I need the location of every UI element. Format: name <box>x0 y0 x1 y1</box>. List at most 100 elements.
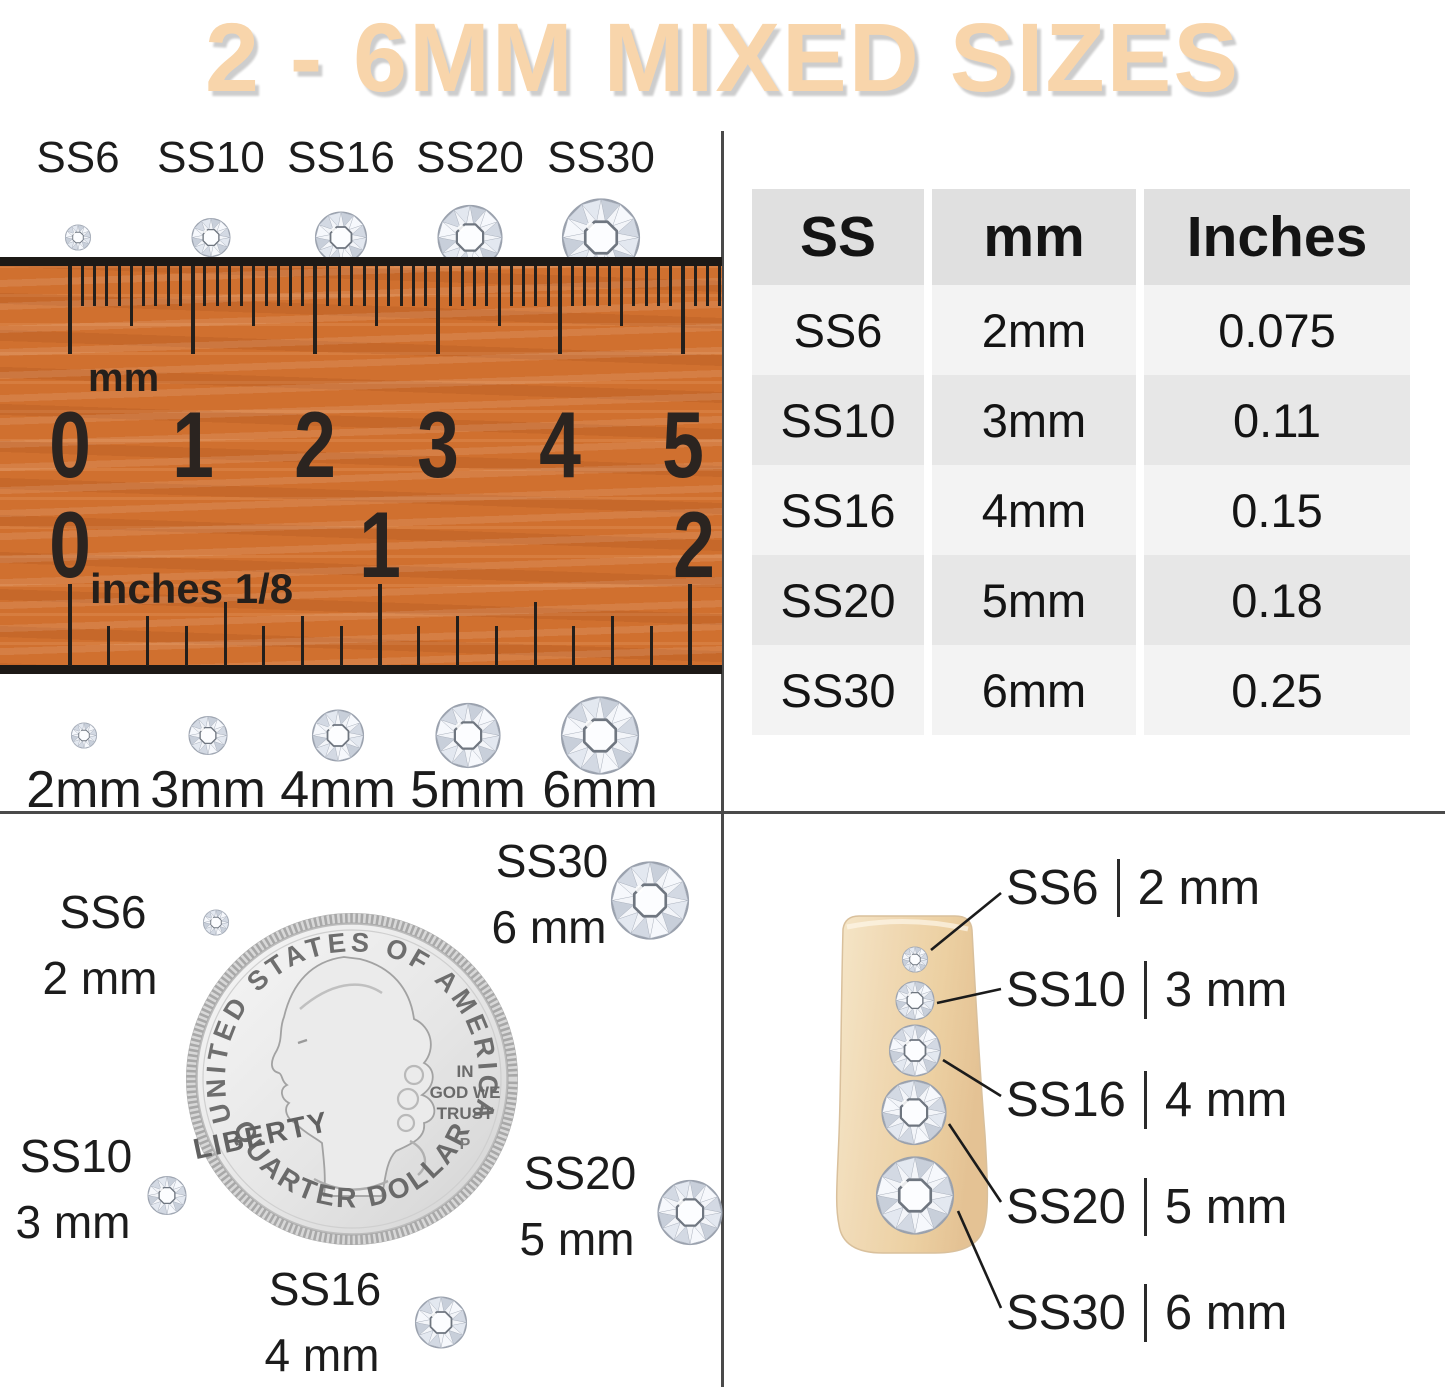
ruler-tick-mm <box>632 266 636 306</box>
nail-label-mm: 4 mm <box>1164 1073 1288 1127</box>
stone-facet <box>665 900 689 920</box>
ruler-tick-mm <box>435 266 440 354</box>
stone-facet <box>881 1206 904 1229</box>
stone-facet <box>615 735 639 755</box>
stone-facet <box>157 1203 168 1215</box>
stone-facet <box>562 218 586 238</box>
stone-facet <box>600 199 621 222</box>
stone-facet <box>166 1203 177 1215</box>
table-header-cell: SS <box>752 189 924 285</box>
rhinestone-ss30 <box>561 198 641 283</box>
coin-motto-1: IN <box>457 1062 474 1081</box>
stone-facet <box>415 1309 431 1323</box>
stone-facet <box>699 1221 718 1241</box>
stone-facet <box>340 211 355 228</box>
stone-facet <box>427 1296 442 1313</box>
hair-curl <box>396 1087 420 1111</box>
label-divider-bar <box>1143 961 1147 1019</box>
stone-facet <box>467 748 485 768</box>
stone-facet <box>611 702 634 725</box>
stone-facet <box>566 746 589 769</box>
ruler-mm-unit-label: mm <box>88 356 160 400</box>
stone-facet <box>882 1096 902 1113</box>
stone-facet <box>903 963 912 971</box>
ruler-tick-mm <box>215 266 219 306</box>
stone-facet <box>599 751 620 774</box>
stone-facet <box>83 740 91 749</box>
stone-facet <box>207 716 218 728</box>
rhinestone-ss30 <box>610 861 690 946</box>
coin-reeding <box>186 913 518 1245</box>
ruler-tick-inch <box>301 616 304 666</box>
stone-facet <box>220 915 229 923</box>
stone-facet <box>923 1121 942 1141</box>
stone-facet <box>895 990 908 1001</box>
ruler-tick-mm <box>105 266 109 306</box>
stone-facet <box>191 227 204 238</box>
stone-facet <box>191 237 204 248</box>
stone-facet <box>902 959 911 967</box>
ruler-tick-mm <box>264 266 268 306</box>
nail-label-ss: SS20 <box>1006 1180 1126 1234</box>
coin-ss-label: SS10 <box>19 1130 133 1182</box>
ruler-tick-mm <box>399 266 403 306</box>
stone-facet <box>315 742 331 758</box>
stone-facet <box>914 1157 935 1180</box>
ruler-tick-mm <box>644 266 648 306</box>
rhinestone-ss10 <box>190 217 232 264</box>
ruler-inch-number: 1 <box>359 492 401 597</box>
stone-facet <box>440 744 459 764</box>
stone-facet <box>207 743 218 755</box>
nail-rhinestone-ss16 <box>888 1024 942 1077</box>
nail-label-ss: SS10 <box>1006 963 1126 1017</box>
nail-label-mm: 2 mm <box>1137 861 1261 915</box>
stone-facet <box>318 244 334 260</box>
stone-highlight <box>73 232 76 235</box>
coin-motto-2: GOD WE <box>430 1083 501 1102</box>
stone-facet <box>922 1057 938 1073</box>
stone-facet <box>87 724 96 732</box>
stone-facet <box>480 735 500 752</box>
stone-facet <box>174 1195 187 1206</box>
stone-facet <box>83 722 91 731</box>
stone-facet <box>215 725 228 736</box>
stone-facet <box>926 1206 949 1229</box>
table-cell: SS16 <box>752 465 924 555</box>
rhinestone-ss6 <box>64 224 92 251</box>
rhinestone-ss20 <box>657 1179 723 1246</box>
ruler-tick-mm <box>80 266 84 306</box>
stone-facet <box>567 204 590 227</box>
stone-facet <box>172 1200 184 1213</box>
stone-facet <box>66 241 75 249</box>
stone-highlight <box>586 222 595 230</box>
stone-facet <box>220 922 229 930</box>
stone-facet <box>438 221 458 238</box>
stone-table-facet <box>632 883 668 918</box>
stone-facet <box>203 922 212 930</box>
stone-table-facet <box>582 718 618 753</box>
table-cell: 0.18 <box>1144 555 1410 645</box>
ruler-tick-mm <box>620 266 624 326</box>
rhinestone-5mm <box>435 702 501 769</box>
stone-facet <box>172 1178 184 1191</box>
stone-facet <box>147 1185 160 1196</box>
stone-facet <box>919 952 928 960</box>
stone-facet <box>438 237 458 254</box>
horizontal-divider <box>0 811 1445 814</box>
ruler-tick-mm <box>448 266 452 306</box>
stone-table-facet <box>899 1098 929 1127</box>
ruler-tick-inch <box>262 626 266 666</box>
ruler-tick-mm <box>411 266 415 306</box>
stone-facet <box>562 237 586 257</box>
size-conversion-table: SS mm Inches SS6 2mm 0.075 SS10 3mm 0.11 SS16 4mm 0… <box>752 189 1410 735</box>
stone-facet <box>469 205 487 225</box>
stone-facet <box>479 209 498 229</box>
mm-size-label-bottom: 2mm <box>26 761 142 819</box>
stone-facet <box>902 952 911 960</box>
stone-facet <box>914 1060 929 1077</box>
stone-facet <box>82 230 91 238</box>
stone-highlight <box>457 224 465 232</box>
mm-size-label-bottom: 5mm <box>410 761 526 819</box>
mm-size-label-bottom: 6mm <box>542 761 658 819</box>
